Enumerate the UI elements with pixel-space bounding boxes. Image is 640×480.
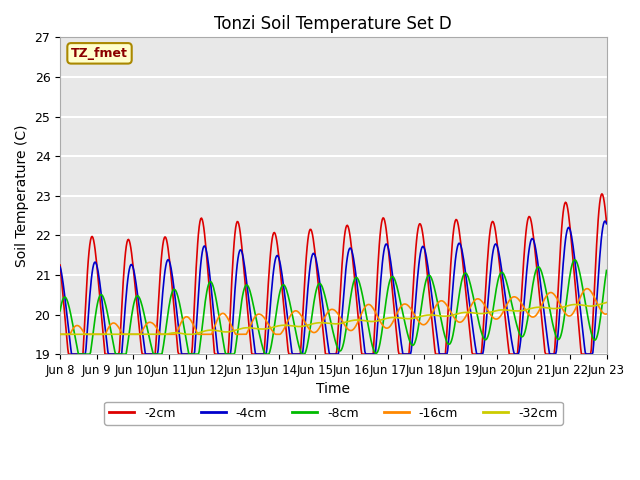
Line: -8cm: -8cm: [60, 260, 607, 354]
-16cm: [66, 331, 74, 337]
Line: -4cm: -4cm: [60, 221, 607, 354]
Legend: -2cm, -4cm, -8cm, -16cm, -32cm: -2cm, -4cm, -8cm, -16cm, -32cm: [104, 402, 563, 424]
-4cm: [417, 251, 424, 257]
-8cm: [603, 267, 611, 273]
-4cm: [601, 218, 609, 224]
-2cm: [401, 351, 408, 357]
Title: Tonzi Soil Temperature Set D: Tonzi Soil Temperature Set D: [214, 15, 452, 33]
-4cm: [179, 351, 186, 357]
-2cm: [65, 351, 72, 357]
-8cm: [66, 308, 74, 314]
-32cm: [603, 300, 611, 305]
-8cm: [56, 308, 64, 313]
X-axis label: Time: Time: [316, 383, 350, 396]
-2cm: [207, 312, 215, 317]
-32cm: [178, 331, 186, 336]
-16cm: [56, 331, 64, 337]
-16cm: [583, 286, 591, 291]
-2cm: [603, 219, 611, 225]
Line: -32cm: -32cm: [60, 302, 607, 334]
-4cm: [207, 287, 215, 293]
-16cm: [603, 311, 611, 317]
-8cm: [417, 311, 424, 317]
-4cm: [603, 221, 611, 227]
-8cm: [401, 317, 408, 323]
-16cm: [122, 331, 130, 337]
-8cm: [207, 279, 215, 285]
-16cm: [178, 319, 186, 324]
-32cm: [56, 331, 64, 337]
-2cm: [179, 351, 186, 357]
Line: -2cm: -2cm: [60, 194, 607, 354]
-4cm: [68, 351, 76, 357]
Line: -16cm: -16cm: [60, 288, 607, 334]
-32cm: [66, 331, 74, 337]
-4cm: [56, 264, 64, 270]
-2cm: [598, 191, 606, 197]
-32cm: [400, 315, 408, 321]
-16cm: [416, 320, 424, 325]
-2cm: [417, 221, 424, 227]
-2cm: [67, 351, 75, 357]
Text: TZ_fmet: TZ_fmet: [71, 47, 128, 60]
-32cm: [122, 331, 130, 337]
-32cm: [416, 314, 424, 320]
-2cm: [56, 262, 64, 268]
-2cm: [123, 239, 131, 245]
-8cm: [179, 316, 186, 322]
-32cm: [207, 327, 214, 333]
-8cm: [571, 257, 579, 263]
-4cm: [401, 351, 408, 357]
-16cm: [207, 331, 214, 337]
-4cm: [123, 284, 131, 289]
-8cm: [76, 351, 83, 357]
-8cm: [123, 346, 131, 351]
-4cm: [66, 339, 74, 345]
-16cm: [400, 301, 408, 307]
Y-axis label: Soil Temperature (C): Soil Temperature (C): [15, 124, 29, 267]
